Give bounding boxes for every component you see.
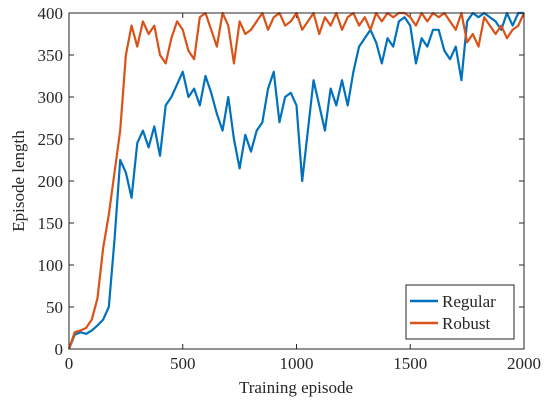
x-tick-label: 1500 [393, 354, 427, 373]
y-tick-label: 400 [38, 4, 64, 23]
y-tick-label: 200 [38, 172, 64, 191]
x-tick-label: 2000 [507, 354, 541, 373]
series-line [67, 11, 524, 350]
y-tick-label: 300 [38, 88, 64, 107]
x-tick-label: 1000 [280, 354, 314, 373]
x-tick-label: 0 [65, 354, 74, 373]
legend-label: Robust [442, 314, 490, 333]
x-axis-label: Training episode [239, 378, 353, 397]
y-tick-label: 0 [55, 340, 64, 359]
y-axis-label: Episode length [9, 130, 28, 232]
plot-frame [68, 12, 525, 350]
x-tick-label: 500 [170, 354, 196, 373]
y-tick-label: 150 [38, 214, 64, 233]
legend-box [405, 284, 515, 340]
legend-label: Regular [442, 292, 496, 311]
y-tick-label: 250 [38, 130, 64, 149]
y-tick-label: 100 [38, 256, 64, 275]
y-tick-label: 50 [46, 298, 63, 317]
y-tick-label: 350 [38, 46, 64, 65]
